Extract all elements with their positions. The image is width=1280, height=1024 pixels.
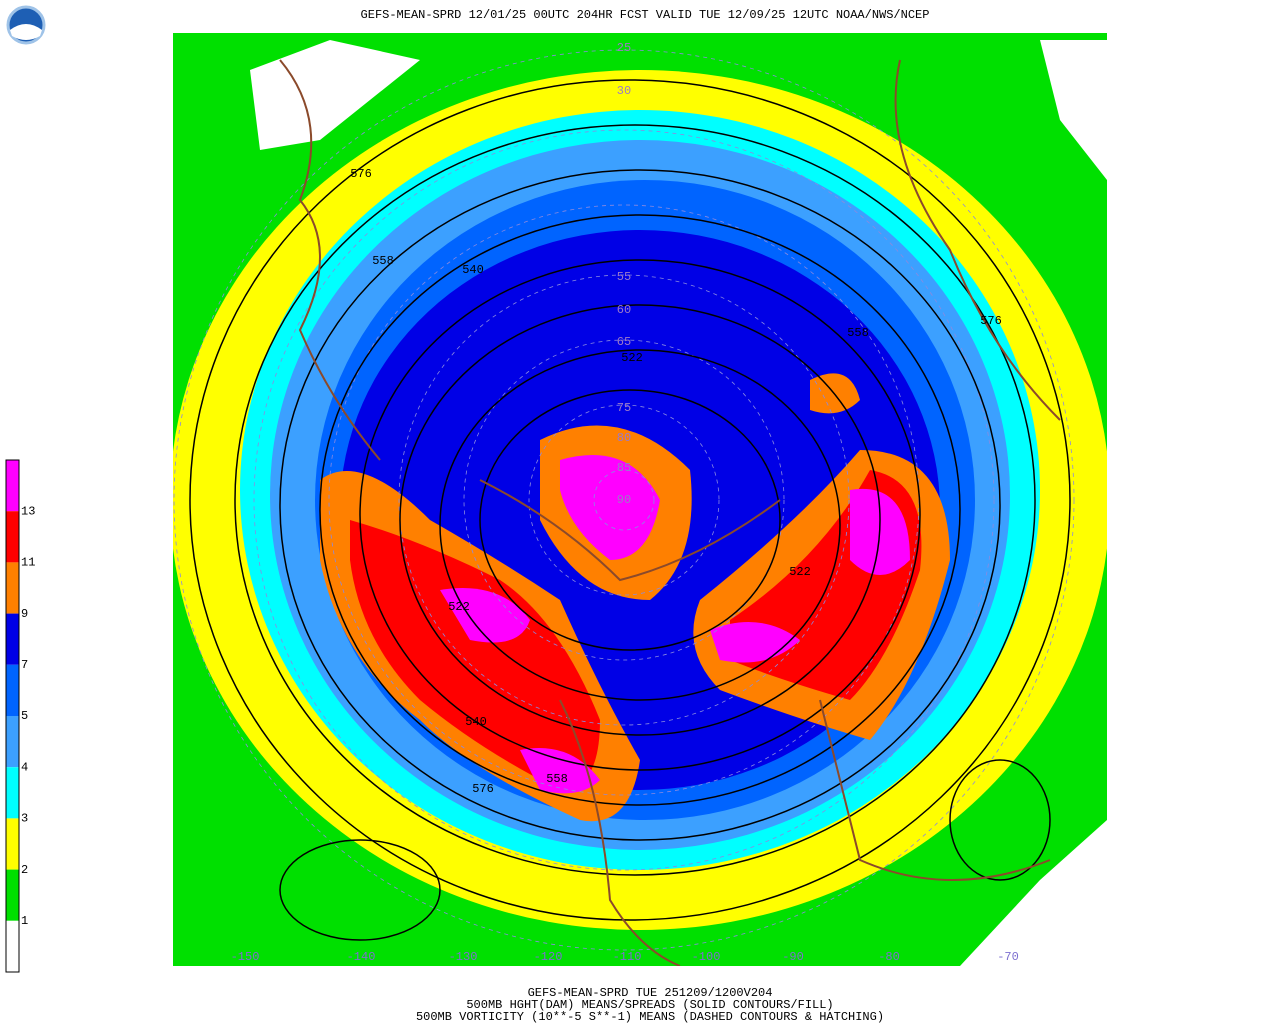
colorbar-frame [5,459,20,973]
footer-line: GEFS-MEAN-SPRD TUE 251209/1200V204 [528,986,773,1000]
longitude-label: -150 [231,950,260,964]
map-labels: 25 30 55 60 65 75 80 85 90 -150 -140 -130 -120 -110 -1… [231,41,1019,964]
latitude-label: 25 [617,41,631,55]
longitude-label: -120 [534,950,563,964]
latitude-label: 80 [617,431,631,445]
latitude-label: 85 [617,461,631,475]
colorbar-label: 9 [21,607,28,621]
colorbar-label: 4 [21,760,28,774]
contour-label: 522 [789,565,811,579]
contour-label: 576 [472,782,494,796]
contour-label: 540 [465,715,487,729]
contour-label: 522 [621,351,643,365]
contour-label: 540 [462,263,484,277]
contour-label: 576 [350,167,372,181]
longitude-label: -80 [878,950,900,964]
latitude-label: 30 [617,84,631,98]
longitude-label: -70 [997,950,1019,964]
map [173,33,1107,966]
colorbar-segment [6,767,19,819]
contour-label: 558 [546,772,568,786]
latitude-label: 60 [617,303,631,317]
longitude-label: -140 [347,950,376,964]
colorbar-segment [6,818,19,870]
title: GEFS-MEAN-SPRD 12/01/25 00UTC 204HR FCST… [361,8,930,22]
colorbar-label: 1 [21,914,28,928]
latitude-label: 55 [617,270,631,284]
colorbar-segment [6,664,19,716]
longitude-label: -90 [782,950,804,964]
colorbar-segment [6,613,19,665]
longitude-label: -100 [692,950,721,964]
colorbar-segment [6,562,19,614]
colorbar-segment [6,511,19,563]
latitude-label: 65 [617,335,631,349]
footer-line: 500MB HGHT(DAM) MEANS/SPREADS (SOLID CON… [466,998,833,1012]
noaa-logo [6,5,46,45]
latitude-label: 75 [617,401,631,415]
contour-label: 576 [980,314,1002,328]
height-contours [189,79,1071,941]
latitude-label: 90 [617,493,631,507]
coastlines [279,59,1061,966]
colorbar-label: 3 [21,812,28,826]
colorbar: 13 11 9 7 5 4 3 2 1 [5,459,35,973]
colorbar-segment [6,460,19,512]
contour-label: 558 [372,254,394,268]
colorbar-label: 13 [21,504,35,518]
longitude-label: -130 [449,950,478,964]
contour-label: 522 [448,600,470,614]
footer-line: 500MB VORTICITY (10**-5 S**-1) MEANS (DA… [416,1010,884,1024]
contour-label: 558 [847,326,869,340]
colorbar-label: 2 [21,863,28,877]
colorbar-segment [6,716,19,768]
longitude-label: -110 [613,950,642,964]
colorbar-label: 7 [21,658,28,672]
colorbar-label: 11 [21,556,35,570]
colorbar-segment [6,920,19,972]
colorbar-label: 5 [21,709,28,723]
colorbar-segment [6,869,19,921]
